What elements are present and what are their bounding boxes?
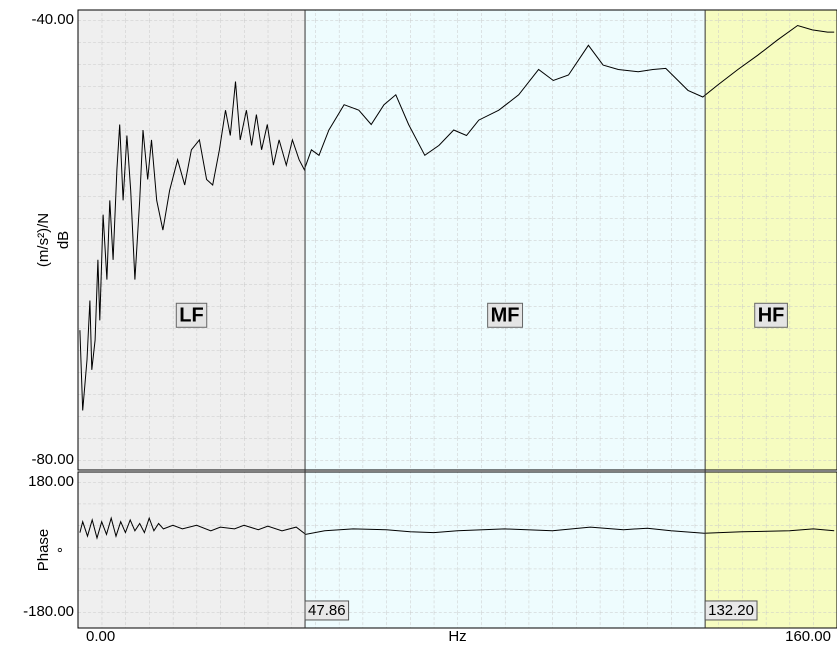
cursor-label: 47.86 <box>308 602 346 619</box>
cursor-label-box <box>704 600 758 621</box>
panel-frame <box>77 471 837 629</box>
x-tick-label: 0.00 <box>86 628 115 645</box>
band-label: LF <box>179 304 203 326</box>
band-label-box <box>175 302 208 328</box>
x-tick-label: 160.00 <box>785 628 831 645</box>
y-tick-label: 180.00 <box>28 473 74 490</box>
cursor-label: 132.20 <box>708 602 754 619</box>
y-axis-unit: dB <box>55 231 72 249</box>
panel <box>78 472 837 628</box>
y-axis-unit: ° <box>55 547 72 553</box>
band-label: MF <box>491 304 520 326</box>
panel <box>78 10 837 470</box>
y-axis-label: (m/s²)/N <box>35 213 52 267</box>
curve <box>79 24 835 411</box>
band-label-box <box>754 302 788 328</box>
grid <box>78 10 837 470</box>
curve <box>79 516 835 540</box>
x-axis-label: Hz <box>448 628 466 645</box>
band-label-box <box>487 302 524 328</box>
y-tick-label: -180.00 <box>23 603 74 620</box>
cursor-label-box <box>304 600 350 621</box>
y-axis-label: Phase <box>35 529 52 572</box>
panel-frame <box>77 9 837 471</box>
y-tick-label: -40.00 <box>31 11 74 28</box>
y-tick-label: -80.00 <box>31 451 74 468</box>
band-label: HF <box>758 304 785 326</box>
